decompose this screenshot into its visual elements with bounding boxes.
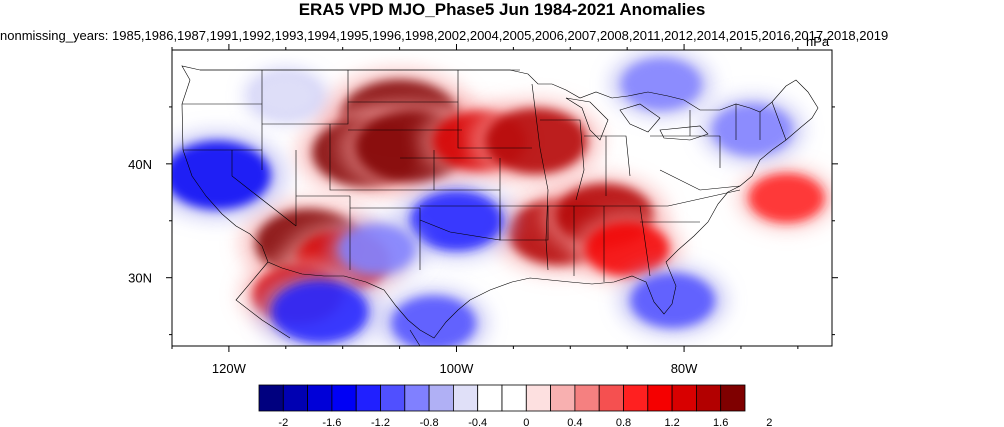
colorbar-box bbox=[452, 384, 479, 412]
colorbar-label: 1.6 bbox=[713, 417, 728, 427]
border-new-england bbox=[735, 101, 787, 141]
anomaly-iowa-high bbox=[485, 108, 588, 175]
border-nm-tx bbox=[350, 207, 421, 270]
plot-frame bbox=[171, 49, 833, 347]
anomaly-atlantic-high bbox=[748, 173, 825, 223]
colorbar-box bbox=[282, 384, 308, 412]
colorbar-label: 2 bbox=[766, 417, 772, 427]
colorbar-box bbox=[671, 384, 697, 412]
colorbar-box bbox=[477, 384, 503, 412]
colorbar-box bbox=[550, 384, 576, 412]
border-ca-nv bbox=[231, 150, 297, 227]
x-tick-label: 100W bbox=[439, 361, 474, 376]
colorbar-label: 1.2 bbox=[664, 417, 679, 427]
colorbar-box bbox=[404, 384, 430, 412]
anomaly-new-england-low bbox=[712, 103, 793, 156]
colorbar-label: -0.4 bbox=[468, 417, 487, 427]
us-outline bbox=[181, 65, 819, 339]
chart-title: ERA5 VPD MJO_Phase5 Jun 1984-2021 Anomal… bbox=[298, 0, 706, 19]
anomaly-gulf-of-california-low bbox=[271, 280, 369, 344]
nonmissing-years-subtitle: nonmissing_years: 1985,1986,1987,1991,19… bbox=[0, 28, 889, 43]
border-wi-il bbox=[540, 119, 585, 201]
colorbar-box bbox=[696, 384, 722, 412]
colorbar-box bbox=[331, 384, 357, 412]
colorbar-box bbox=[647, 384, 673, 412]
mexico-border bbox=[235, 261, 421, 346]
x-tick-label: 80W bbox=[671, 361, 698, 376]
colorbar-box bbox=[598, 384, 624, 412]
colorbar-box bbox=[258, 384, 284, 412]
colorbar: -2 -1.6 -1.2 -0.8 -0.4 0 0.4 0.8 1.2 1.6 2 bbox=[258, 384, 772, 427]
border-ne-ks bbox=[400, 157, 500, 191]
border-ms-river bbox=[531, 83, 549, 271]
border-pa-ny bbox=[650, 110, 721, 168]
border-mt-wy bbox=[262, 70, 349, 125]
anomaly-south-texas-low bbox=[391, 295, 476, 346]
colorbar-box bbox=[307, 384, 333, 412]
anomaly-oklahoma-low bbox=[409, 190, 504, 251]
colorbar-label: 0.8 bbox=[616, 417, 631, 427]
colorbar-label: -0.8 bbox=[420, 417, 439, 427]
x-tick-label: 120W bbox=[212, 361, 247, 376]
border-mo-ar bbox=[499, 158, 549, 241]
great-lakes bbox=[565, 97, 709, 141]
colorbar-label: 0.4 bbox=[567, 417, 582, 427]
border-dakotas bbox=[348, 101, 462, 131]
anomaly-field bbox=[172, 50, 832, 346]
border-ms-al-ga bbox=[573, 205, 651, 282]
axis-ticks bbox=[166, 44, 838, 352]
border-in-oh bbox=[584, 135, 631, 196]
y-tick-label: 30N bbox=[128, 271, 152, 286]
colorbar-box bbox=[355, 384, 381, 412]
state-borders bbox=[181, 65, 819, 346]
anomaly-california-low bbox=[172, 140, 271, 210]
colorbar-label: -1.2 bbox=[371, 417, 390, 427]
units-label: hPa bbox=[806, 34, 830, 49]
colorbar-box bbox=[623, 384, 649, 412]
colorbar-label: -2 bbox=[278, 417, 288, 427]
axis-labels: 120W 100W 80W 30N 40N bbox=[128, 157, 698, 376]
colorbar-box bbox=[525, 384, 551, 412]
colorbar-box bbox=[720, 384, 746, 412]
colorbar-box bbox=[501, 384, 527, 412]
border-carolinas bbox=[640, 189, 741, 223]
colorbar-box bbox=[428, 384, 454, 412]
colorbar-label: -1.6 bbox=[322, 417, 341, 427]
y-tick-label: 40N bbox=[128, 157, 152, 172]
colorbar-box bbox=[380, 384, 406, 412]
anomaly-new-mexico-low bbox=[339, 224, 415, 274]
border-wy-co bbox=[329, 124, 435, 191]
colorbar-label: 0 bbox=[523, 417, 529, 427]
anomaly-northern-rockies-low bbox=[254, 75, 317, 116]
colorbar-box bbox=[574, 384, 600, 412]
anomaly-great-lakes-low bbox=[621, 58, 702, 111]
border-mn-ia bbox=[457, 70, 532, 149]
border-va-wv bbox=[659, 169, 741, 191]
